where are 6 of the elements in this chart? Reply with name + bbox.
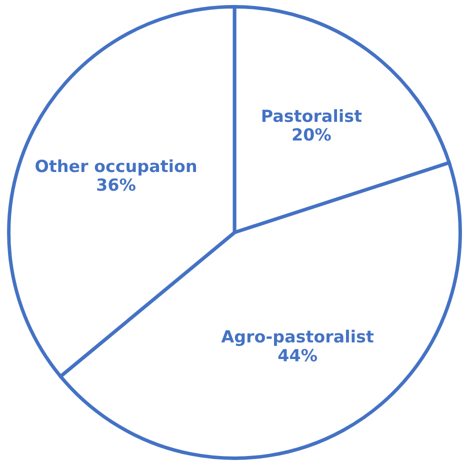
slice-label: Agro-pastoralist	[221, 330, 374, 346]
data-label: 44%	[278, 348, 317, 362]
data-label: 36%	[97, 178, 136, 191]
data-label: 20%	[292, 128, 331, 141]
slice-label: Pastoralist	[262, 109, 362, 122]
slice-label: Other occupation	[36, 159, 196, 176]
